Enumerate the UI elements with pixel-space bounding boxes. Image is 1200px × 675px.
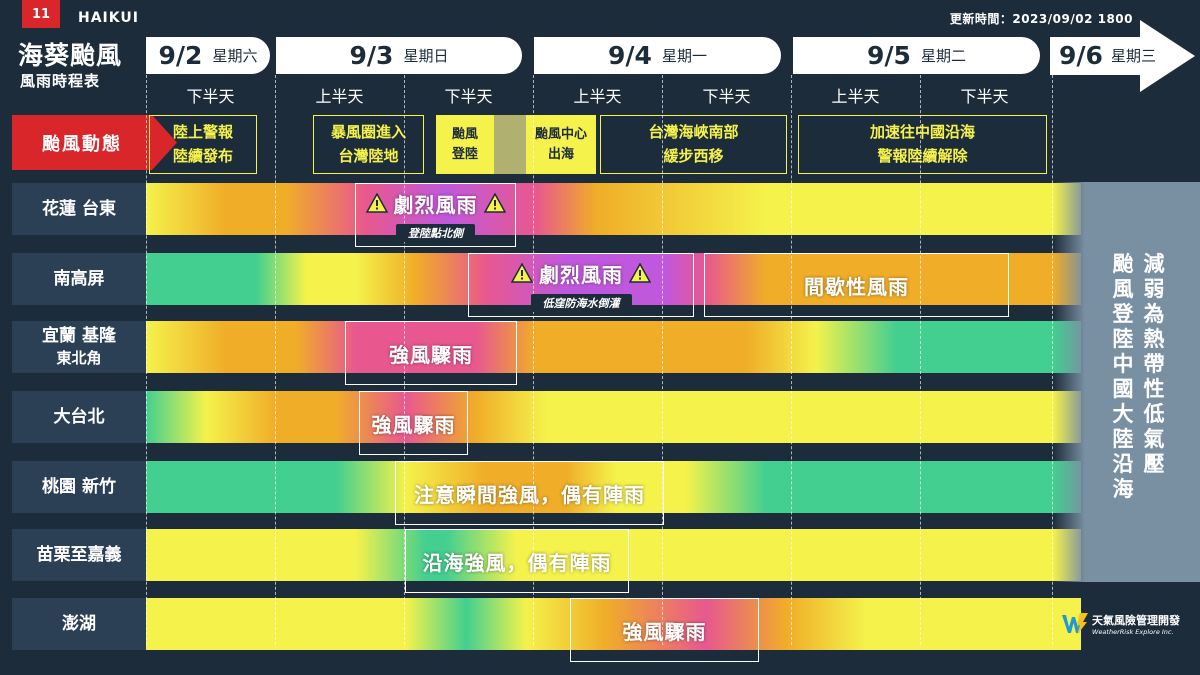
weekday-label: 星期一 <box>661 47 707 65</box>
region-label: 苗栗至嘉義 <box>12 529 146 581</box>
half-day-label: 下半天 <box>444 87 493 106</box>
page-subtitle: 風雨時程表 <box>20 72 101 90</box>
date-label: 9/4 <box>608 41 652 70</box>
date-tab: 9/2 星期六 <box>146 37 270 74</box>
event-main-label: 間歇性風雨 <box>804 274 909 299</box>
event-note: 低窪防海水倒灌 <box>530 293 632 312</box>
intensity-bar <box>146 461 1081 513</box>
page-title: 海葵颱風 <box>18 41 123 70</box>
time-divider <box>662 75 663 645</box>
weekday-label: 星期二 <box>920 47 966 65</box>
time-divider <box>275 75 276 645</box>
half-day-label: 上半天 <box>831 87 880 106</box>
event-box: 劇烈風雨 低窪防海水倒灌 <box>468 253 694 317</box>
region-name-line1: 宜蘭 基隆 <box>42 326 116 347</box>
time-divider <box>920 75 921 645</box>
phase-box: 颱風 登陸 <box>436 115 494 174</box>
weakened-zone <box>1053 182 1200 582</box>
event-box: 注意瞬間強風，偶有陣雨 <box>395 461 664 525</box>
brand-logo: 天氣風險管理開發 WeatherRisk Explore Inc. <box>1062 612 1180 636</box>
phase-box: 颱風中心 出海 <box>526 115 596 174</box>
region-label: 宜蘭 基隆 東北角 <box>12 321 146 373</box>
typhoon-code-name: HAIKUI <box>78 10 139 26</box>
half-day-label: 下半天 <box>186 87 235 106</box>
half-day-label: 上半天 <box>573 87 622 106</box>
event-box: 強風驟雨 <box>359 391 468 455</box>
event-main-label: 強風驟雨 <box>371 412 456 437</box>
slide-number: 11 <box>22 0 60 28</box>
date-label: 9/6 <box>1059 41 1103 70</box>
time-divider <box>146 75 147 645</box>
phase-box: 陸上警報 陸續發布 <box>149 115 257 174</box>
event-note: 登陸點北側 <box>396 223 475 242</box>
region-label: 澎湖 <box>12 598 146 650</box>
date-tab: 9/5 星期二 <box>793 37 1040 74</box>
event-main-label: 劇烈風雨 <box>539 262 623 287</box>
time-divider <box>791 75 792 645</box>
date-tab: 9/3 星期日 <box>276 37 522 74</box>
region-label: 桃園 新竹 <box>12 461 146 513</box>
event-title: 劇烈風雨 <box>511 259 651 288</box>
weekday-label: 星期日 <box>403 47 449 65</box>
region-name-line2: 東北角 <box>56 349 102 368</box>
half-day-label: 下半天 <box>960 87 1009 106</box>
time-divider <box>533 75 534 645</box>
half-day-label: 上半天 <box>315 87 364 106</box>
phase-box: 暴風圈進入 台灣陸地 <box>313 115 424 174</box>
event-title: 劇烈風雨 <box>365 189 506 218</box>
intensity-bar <box>146 598 1081 650</box>
warning-triangle-icon <box>629 263 651 283</box>
intensity-bar <box>146 391 1081 443</box>
event-box: 強風驟雨 <box>345 321 517 385</box>
date-label: 9/5 <box>867 41 911 70</box>
region-label: 花蓮 台東 <box>12 183 146 235</box>
event-box: 沿海強風，偶有陣雨 <box>405 529 629 593</box>
time-divider <box>404 75 405 645</box>
outlook-text: 減弱為熱帶性低氣壓 <box>1143 252 1165 476</box>
event-main-label: 強風驟雨 <box>389 342 473 367</box>
weekday-label: 星期六 <box>212 47 258 65</box>
date-label: 9/2 <box>158 41 203 70</box>
phase-box: 加速往中國沿海 警報陸續解除 <box>798 115 1047 174</box>
time-divider <box>1052 75 1053 645</box>
event-box: 劇烈風雨 登陸點北側 <box>355 183 516 247</box>
arrow-right-icon <box>1050 20 1195 92</box>
phase-transition <box>494 115 526 174</box>
event-main-label: 強風驟雨 <box>622 619 707 644</box>
date-tab-next: 9/6 星期三 <box>1050 37 1165 74</box>
outlook-text: 颱風登陸中國大陸沿海 <box>1112 252 1134 501</box>
intensity-bar <box>146 183 1081 235</box>
typhoon-status-tag <box>12 115 177 170</box>
intensity-bar <box>146 321 1081 373</box>
intensity-bar <box>146 529 1081 581</box>
date-label: 9/3 <box>349 41 394 70</box>
brand-name-en: WeatherRisk Explore Inc. <box>1092 628 1174 636</box>
half-day-label: 下半天 <box>702 87 751 106</box>
typhoon-status-label: 颱風動態 <box>42 133 122 155</box>
region-label: 南高屏 <box>12 253 146 305</box>
warning-triangle-icon <box>511 263 533 283</box>
event-main-label: 沿海強風，偶有陣雨 <box>422 550 612 575</box>
brand-name: 天氣風險管理開發 <box>1092 614 1180 627</box>
event-box: 強風驟雨 <box>570 598 759 662</box>
date-tab: 9/4 星期一 <box>534 37 781 74</box>
warning-triangle-icon <box>483 193 506 213</box>
phase-box: 台灣海峽南部 緩步西移 <box>600 115 787 174</box>
weekday-label: 星期三 <box>1110 47 1156 65</box>
event-main-label: 注意瞬間強風，偶有陣雨 <box>414 482 645 507</box>
wr-logo-icon <box>1062 613 1088 635</box>
region-label: 大台北 <box>12 391 146 443</box>
event-main-label: 劇烈風雨 <box>393 192 478 217</box>
warning-triangle-icon <box>365 193 388 213</box>
update-time: 更新時間：2023/09/02 1800 <box>949 12 1133 26</box>
event-box: 間歇性風雨 <box>704 253 1009 317</box>
